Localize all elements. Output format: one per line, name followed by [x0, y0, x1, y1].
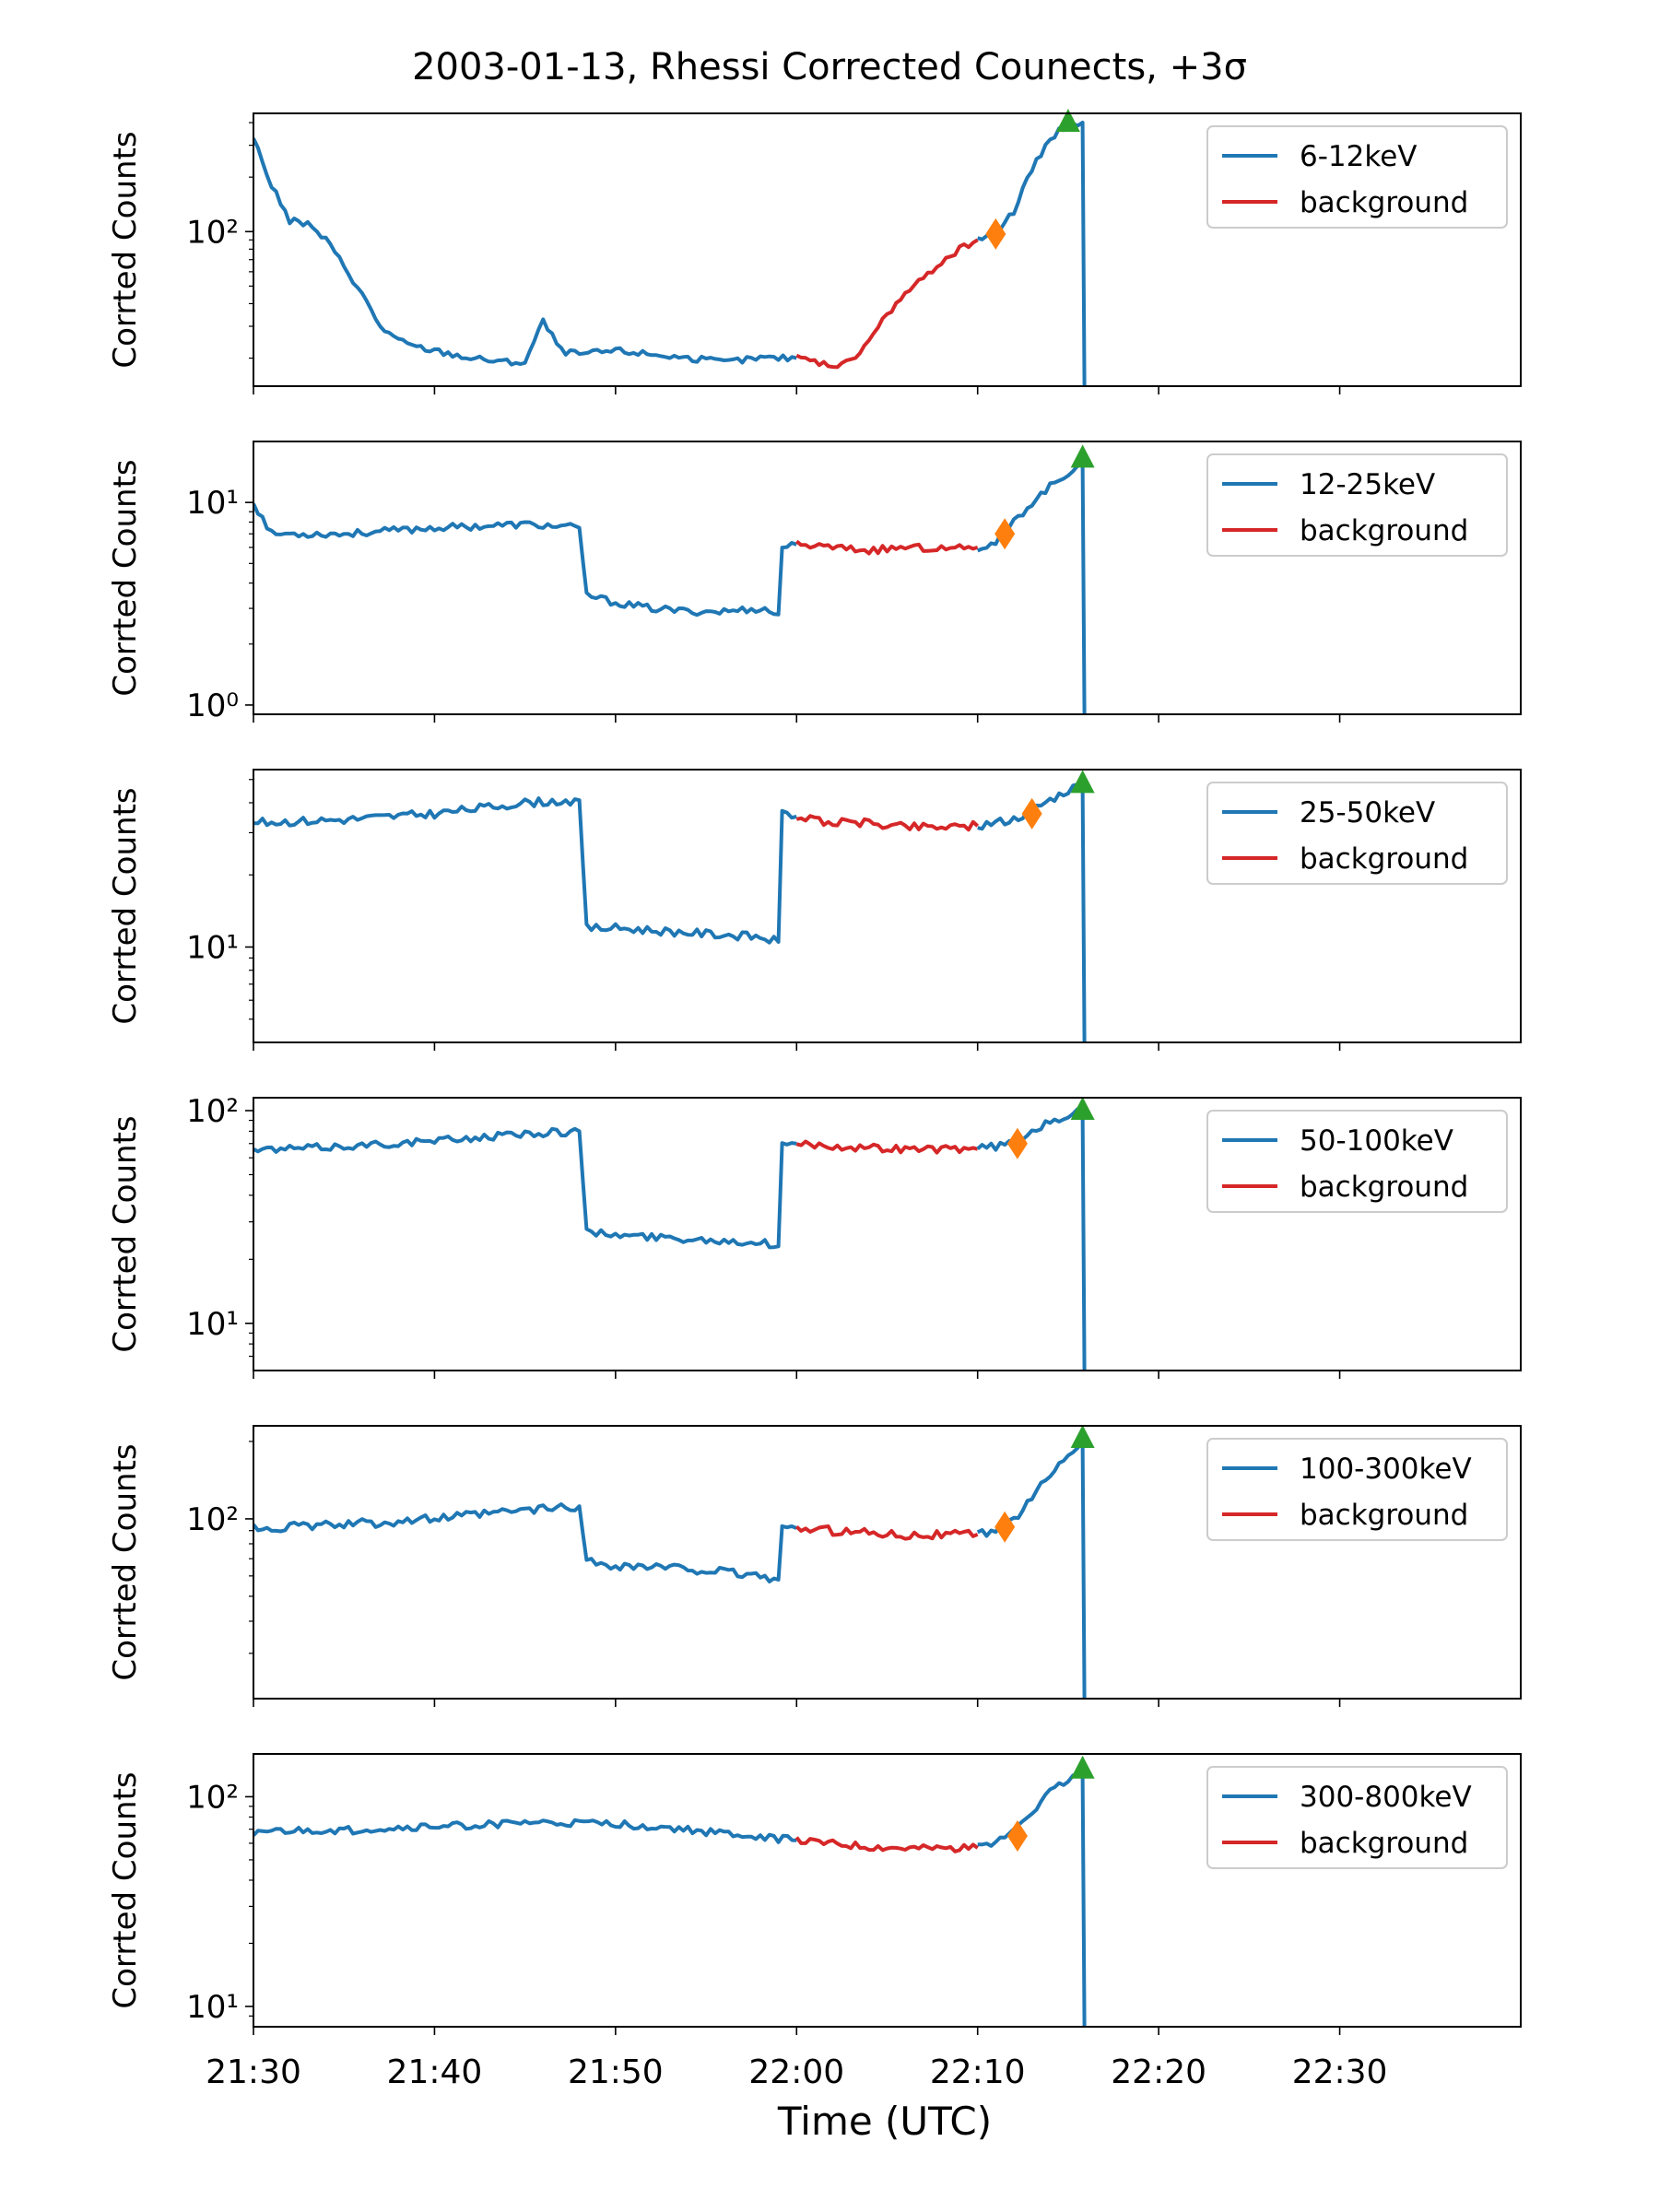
- marker-triangle: [1070, 1755, 1095, 1779]
- series-group: [253, 121, 1087, 386]
- series-group: [253, 459, 1087, 714]
- series-line: [253, 1818, 797, 1844]
- series-line: [253, 796, 797, 945]
- legend-box: [1206, 125, 1508, 229]
- series-line: [253, 1502, 798, 1583]
- series-line: [794, 1836, 979, 1853]
- legend-box: [1206, 453, 1508, 557]
- y-axis-label: Corrted Counts: [107, 459, 144, 696]
- y-tick-label: 10⁰: [186, 688, 239, 724]
- chart-panel: 10² Corrted Counts 6-12keV background: [107, 109, 1522, 394]
- chart-panel: 10¹ Corrted Counts 25-50keV background: [107, 769, 1522, 1051]
- plot-frame: [253, 112, 1522, 387]
- x-tick-labels: 21:30 21:40 21:50 22:00 22:10 22:20 22:30: [206, 2053, 1387, 2091]
- plot-frame: [253, 1097, 1522, 1371]
- y-axis-label: Corrted Counts: [107, 1771, 144, 2008]
- series-group: [253, 782, 1087, 1042]
- marker-diamond: [985, 218, 1006, 250]
- series-line: [976, 1439, 1087, 1699]
- series-line: [977, 1771, 1087, 2027]
- marker-diamond: [994, 1511, 1016, 1543]
- y-axis-label: Corrted Counts: [107, 1443, 144, 1680]
- legend: 25-50keV background: [1206, 782, 1508, 885]
- series-line: [253, 502, 797, 618]
- series-line: [795, 1139, 979, 1155]
- marker-triangle: [1070, 1424, 1095, 1448]
- x-tick-label: 21:40: [387, 2053, 483, 2091]
- y-tick-label: 10²: [186, 1501, 239, 1538]
- legend-box: [1206, 782, 1508, 885]
- series-line: [976, 1107, 1087, 1371]
- y-tick-label: 10²: [186, 1779, 239, 1816]
- legend: 12-25keV background: [1206, 453, 1508, 557]
- series-line: [977, 121, 1087, 386]
- chart-panel: 10⁰ 10¹ Corrted Counts 12-25keV background: [107, 441, 1522, 724]
- marker-triangle: [1070, 1097, 1095, 1121]
- legend-label: background: [1300, 186, 1468, 219]
- y-axis-label: Corrted Counts: [107, 1115, 144, 1352]
- y-axis-label: Corrted Counts: [107, 131, 144, 368]
- marker-triangle: [1055, 109, 1080, 133]
- legend-box: [1206, 1438, 1508, 1541]
- series-line: [253, 1126, 797, 1250]
- marker-triangle: [1070, 444, 1095, 468]
- marker-diamond: [1006, 1820, 1028, 1853]
- legend-label: 12-25keV: [1300, 468, 1435, 501]
- chart-panels: 10² Corrted Counts 6-12keV background 10⁰ 10¹…: [107, 109, 1522, 2035]
- y-tick-label: 10²: [186, 1093, 239, 1130]
- legend-label: 300-800keV: [1300, 1781, 1472, 1814]
- x-tick-label: 22:30: [1292, 2053, 1388, 2091]
- series-group: [253, 1107, 1087, 1371]
- chart-panel: 10¹ 10² Corrted Counts 50-100keV background: [107, 1093, 1522, 1379]
- y-tick-label: 10¹: [186, 930, 239, 967]
- series-line: [795, 539, 979, 556]
- series-line: [794, 1524, 979, 1541]
- series-group: [253, 1439, 1087, 1699]
- y-axis-label: Corrted Counts: [107, 787, 144, 1024]
- legend: 50-100keV background: [1206, 1110, 1508, 1213]
- marker-diamond: [994, 518, 1016, 550]
- series-group: [253, 1771, 1087, 2027]
- series-line: [795, 814, 980, 832]
- y-tick-label: 10¹: [186, 485, 239, 522]
- legend-label: background: [1300, 1171, 1468, 1204]
- legend: 6-12keV background: [1206, 125, 1508, 229]
- y-tick-label: 10²: [186, 214, 239, 251]
- figure-title: 2003-01-13, Rhessi Corrected Counects, +…: [412, 46, 1247, 88]
- chart-panel: 10¹ 10² Corrted Counts 300-800keV background: [107, 1753, 1522, 2035]
- series-line: [795, 238, 979, 370]
- series-line: [253, 137, 797, 367]
- legend-label: background: [1300, 1827, 1468, 1860]
- chart-panel: 10² Corrted Counts 100-300keV background: [107, 1424, 1522, 1707]
- legend-label: background: [1300, 1499, 1468, 1532]
- x-tick-label: 22:00: [748, 2053, 844, 2091]
- y-tick-label: 10¹: [186, 1306, 239, 1343]
- marker-diamond: [1021, 797, 1042, 830]
- marker-diamond: [1006, 1127, 1028, 1159]
- plot-frame: [253, 1425, 1522, 1700]
- legend-label: background: [1300, 514, 1468, 547]
- legend: 300-800keV background: [1206, 1766, 1508, 1869]
- legend-box: [1206, 1766, 1508, 1869]
- x-axis-label: Time (UTC): [777, 2099, 992, 2144]
- y-tick-label: 10¹: [186, 1989, 239, 2026]
- x-tick-label: 21:50: [568, 2053, 664, 2091]
- x-tick-label: 22:20: [1111, 2053, 1206, 2091]
- legend-label: 25-50keV: [1300, 796, 1435, 830]
- series-line: [976, 459, 1087, 714]
- x-tick-label: 21:30: [206, 2053, 301, 2091]
- legend-box: [1206, 1110, 1508, 1213]
- x-tick-label: 22:10: [930, 2053, 1026, 2091]
- plot-frame: [253, 441, 1522, 715]
- legend-label: 6-12keV: [1300, 140, 1417, 173]
- legend-label: 100-300keV: [1300, 1453, 1472, 1486]
- plot-frame: [253, 769, 1522, 1043]
- plot-frame: [253, 1753, 1522, 2028]
- legend-label: background: [1300, 842, 1468, 876]
- marker-triangle: [1070, 770, 1095, 794]
- legend: 100-300keV background: [1206, 1438, 1508, 1541]
- legend-label: 50-100keV: [1300, 1124, 1453, 1158]
